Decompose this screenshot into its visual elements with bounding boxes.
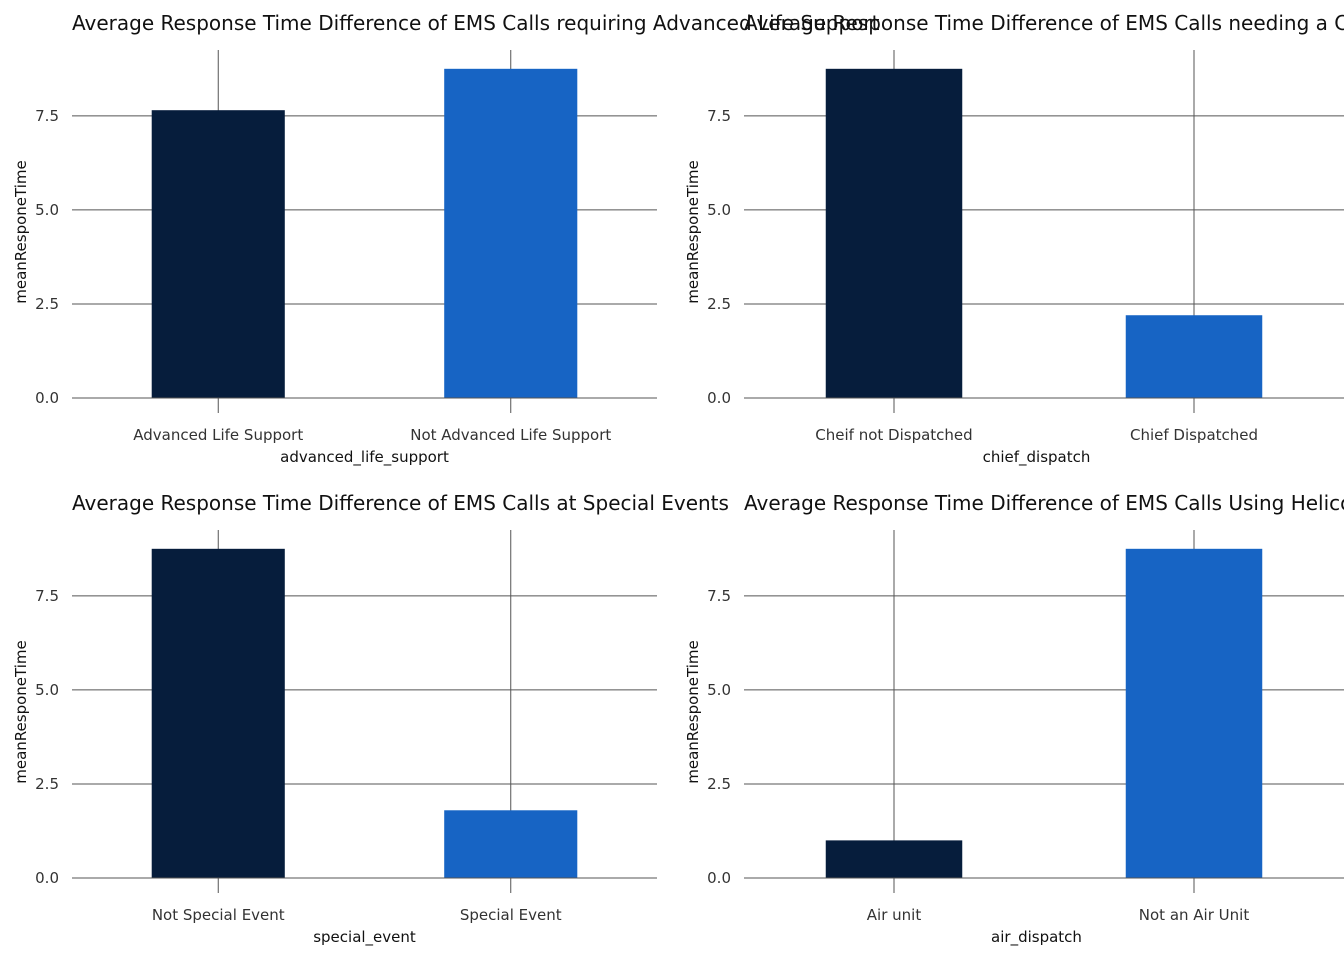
chart-title: Average Response Time Difference of EMS … [744, 11, 1344, 35]
y-tick-label: 0.0 [707, 869, 731, 887]
y-tick-label: 5.0 [35, 201, 59, 219]
x-tick-label: Air unit [867, 906, 922, 924]
y-axis-title: meanResponeTime [684, 160, 702, 303]
y-tick-label: 0.0 [707, 389, 731, 407]
y-axis-title: meanResponeTime [12, 640, 30, 783]
bar-1 [151, 110, 285, 399]
x-axis-title: special_event [313, 928, 416, 947]
chart-title: Average Response Time Difference of EMS … [744, 491, 1344, 515]
x-tick-label: Not Advanced Life Support [410, 426, 611, 444]
chart-panel-1: 0.0 2.5 5.0 7.5 Advanced Life Support Not Adv… [12, 11, 880, 467]
bar-2 [444, 68, 578, 398]
y-tick-label: 7.5 [707, 107, 731, 125]
y-tick-label: 2.5 [707, 295, 731, 313]
bar-2 [1125, 315, 1263, 398]
x-tick-label: Advanced Life Support [133, 426, 303, 444]
chart-title: Average Response Time Difference of EMS … [72, 11, 880, 35]
chart-panel-3: 0.0 2.5 5.0 7.5 Not Special Event Special Eve… [12, 491, 729, 947]
x-tick-label: Special Event [460, 906, 562, 924]
y-axis-title: meanResponeTime [12, 160, 30, 303]
y-tick-label: 5.0 [707, 681, 731, 699]
x-tick-label: Cheif not Dispatched [815, 426, 972, 444]
bar-2 [444, 810, 578, 878]
y-axis-title: meanResponeTime [684, 640, 702, 783]
y-tick-label: 7.5 [35, 587, 59, 605]
chart-panel-4: 0.0 2.5 5.0 7.5 Air unit Not an Air Unit air_d… [684, 491, 1344, 947]
y-tick-label: 5.0 [35, 681, 59, 699]
y-tick-label: 7.5 [707, 587, 731, 605]
x-axis-title: air_dispatch [991, 928, 1082, 947]
y-tick-label: 7.5 [35, 107, 59, 125]
x-tick-label: Not an Air Unit [1139, 906, 1250, 924]
bar-1 [825, 68, 963, 398]
bar-1 [151, 548, 285, 878]
y-tick-label: 5.0 [707, 201, 731, 219]
y-tick-label: 2.5 [707, 775, 731, 793]
chart-title: Average Response Time Difference of EMS … [72, 491, 729, 515]
bar-2 [1125, 548, 1263, 878]
x-tick-label: Not Special Event [152, 906, 285, 924]
chart-panel-2: 0.0 2.5 5.0 7.5 Cheif not Dispatched Chief Di… [684, 11, 1344, 467]
bar-1 [825, 840, 963, 878]
x-tick-label: Chief Dispatched [1130, 426, 1258, 444]
y-tick-label: 2.5 [35, 775, 59, 793]
y-tick-label: 2.5 [35, 295, 59, 313]
x-axis-title: advanced_life_support [280, 448, 449, 467]
x-axis-title: chief_dispatch [983, 448, 1091, 467]
y-tick-label: 0.0 [35, 389, 59, 407]
y-tick-label: 0.0 [35, 869, 59, 887]
